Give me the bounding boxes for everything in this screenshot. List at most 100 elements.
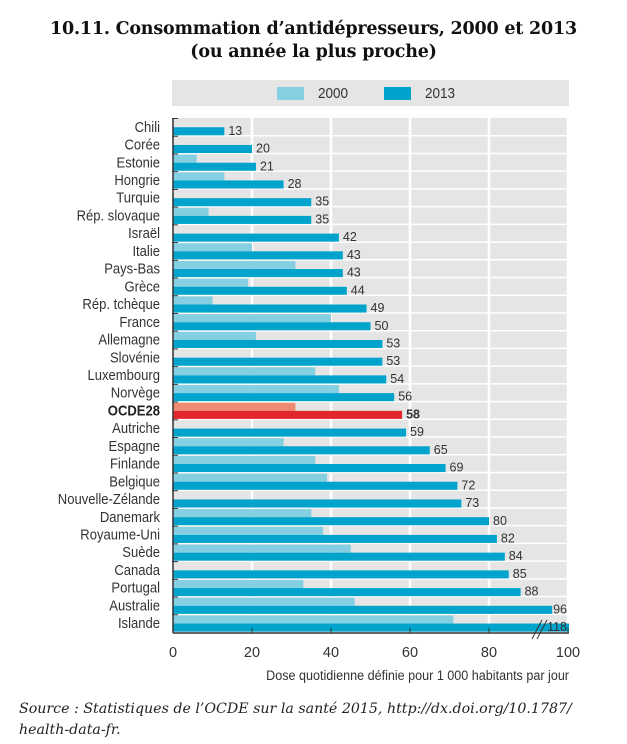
bar-2000-finlande <box>173 455 316 465</box>
category-label-belgique: Belgique <box>109 474 160 490</box>
bar-2013-canada <box>173 570 509 579</box>
bar-2013-allemagne <box>173 339 383 349</box>
category-label-royaume-uni: Royaume-Uni <box>80 527 160 543</box>
axis-break-mark <box>536 619 548 640</box>
category-label-ocde28: OCDE28 <box>108 403 160 419</box>
bar-2013-pays-bas <box>173 269 343 278</box>
x-tick-label-80: 80 <box>481 645 497 661</box>
data-label-ocde28: 58 <box>406 407 420 421</box>
data-label-pays-bas: 43 <box>347 266 361 280</box>
category-label-hongrie: Hongrie <box>114 172 160 188</box>
category-label-canada: Canada <box>114 562 160 578</box>
bar-2000-espagne <box>173 438 284 447</box>
bar-2000-royaume-uni <box>173 526 324 535</box>
bar-2013-chili <box>173 127 225 136</box>
legend-item-2000: 2000 <box>277 80 351 106</box>
bar-2013-royaume-uni <box>173 534 497 543</box>
data-label-belgique: 72 <box>461 478 475 492</box>
category-label-chili: Chili <box>135 119 160 135</box>
category-label-portugal: Portugal <box>111 580 160 596</box>
data-label-chili: 13 <box>228 124 242 138</box>
data-label-espagne: 65 <box>434 443 448 457</box>
bar-2013-suede <box>173 552 505 561</box>
bar-2000-belgique <box>173 473 328 482</box>
category-label-turquie: Turquie <box>116 190 160 206</box>
category-label-espagne: Espagne <box>109 438 161 454</box>
bar-2013-estonie <box>173 162 256 171</box>
category-label-france: France <box>119 314 160 330</box>
category-label-norvege: Norvège <box>111 385 161 401</box>
data-label-rep-tcheque: 49 <box>371 301 385 315</box>
data-label-grece: 44 <box>351 283 365 297</box>
bar-2013-grece <box>173 286 347 295</box>
category-label-israel: Israël <box>128 226 160 242</box>
bar-2013-danemark <box>173 517 489 526</box>
bar-2013-luxembourg <box>173 375 387 384</box>
x-tick-label-60: 60 <box>402 645 418 661</box>
category-label-suede: Suède <box>122 545 160 561</box>
data-label-estonie: 21 <box>260 159 274 173</box>
bar-2000-allemagne <box>173 331 256 340</box>
source-note: Source : Statistiques de l’OCDE sur la s… <box>19 701 572 738</box>
data-label-danemark: 80 <box>493 514 507 528</box>
bar-2013-slovenie <box>173 357 383 366</box>
data-label-israel: 42 <box>343 230 357 244</box>
data-label-hongrie: 28 <box>288 177 302 191</box>
category-label-pays-bas: Pays-Bas <box>104 261 160 277</box>
bar-chart: Chili 13 Corée 20 Estonie 21 Hongrie 28 Turquie 3… <box>58 118 580 683</box>
bar-2000-rep-slovaque <box>173 207 209 216</box>
bar-2000-france <box>173 314 331 323</box>
category-label-estonie: Estonie <box>117 155 161 171</box>
bar-2013-hongrie <box>173 180 284 189</box>
chart-title-line-2: (ou année la plus proche) <box>190 42 437 62</box>
data-label-turquie: 35 <box>315 195 329 209</box>
legend-swatch-2000 <box>277 86 304 100</box>
legend: 2000 2013 <box>172 80 569 106</box>
data-label-autriche: 59 <box>410 425 424 439</box>
data-label-finlande: 69 <box>450 461 464 475</box>
bar-2000-italie <box>173 243 252 252</box>
x-tick-label-20: 20 <box>244 645 260 661</box>
bar-2013-islande <box>173 623 569 632</box>
x-tick-label-100: 100 <box>556 645 580 661</box>
category-label-allemagne: Allemagne <box>98 332 160 348</box>
category-label-grece: Grèce <box>124 279 160 295</box>
category-label-australie: Australie <box>109 598 160 614</box>
bar-2013-norvege <box>173 393 395 402</box>
bar-2013-ocde28 <box>173 410 403 419</box>
x-tick-label-40: 40 <box>323 645 339 661</box>
bar-2000-islande <box>173 615 454 624</box>
bar-2000-norvege <box>173 385 339 394</box>
bar-2013-espagne <box>173 446 430 455</box>
bar-2013-nouvelle-zelande <box>173 499 462 508</box>
category-label-rep-tcheque: Rép. tchèque <box>82 296 160 312</box>
data-label-australie: 96 <box>553 602 567 616</box>
data-label-nouvelle-zelande: 73 <box>465 496 479 510</box>
data-label-slovenie: 53 <box>386 354 400 368</box>
category-label-nouvelle-zelande: Nouvelle-Zélande <box>58 491 161 507</box>
bar-2013-rep-slovaque <box>173 215 312 224</box>
category-label-rep-slovaque: Rép. slovaque <box>77 208 161 224</box>
bar-2013-coree <box>173 144 252 154</box>
bar-2013-portugal <box>173 588 521 597</box>
bar-2000-portugal <box>173 580 304 589</box>
bar-2013-finlande <box>173 464 446 473</box>
category-label-italie: Italie <box>132 243 160 259</box>
bar-2000-rep-tcheque <box>173 296 213 305</box>
legend-label-2000: 2000 <box>318 84 349 102</box>
bar-2000-grece <box>173 278 249 287</box>
bar-2013-france <box>173 322 371 331</box>
data-label-suede: 84 <box>509 549 523 563</box>
bar-2013-israel <box>173 233 339 242</box>
data-label-canada: 85 <box>513 567 527 581</box>
legend-item-2013: 2013 <box>384 80 458 106</box>
data-label-italie: 43 <box>347 248 361 262</box>
category-label-luxembourg: Luxembourg <box>88 367 160 383</box>
bar-2000-danemark <box>173 509 312 518</box>
category-label-islande: Islande <box>118 616 160 632</box>
data-label-coree: 20 <box>256 142 270 156</box>
data-label-norvege: 56 <box>398 390 412 404</box>
axis-break-mark <box>531 619 543 640</box>
data-label-luxembourg: 54 <box>390 372 404 386</box>
bar-2013-australie <box>173 605 553 614</box>
